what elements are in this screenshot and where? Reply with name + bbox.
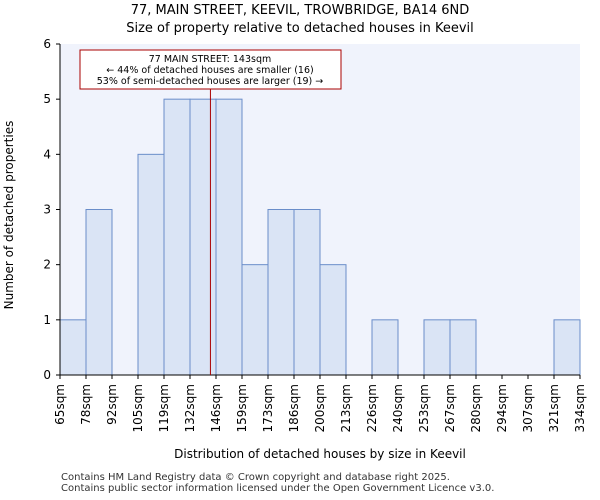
x-tick-label: 294sqm: [495, 384, 509, 432]
bar-226sqm: [371, 319, 399, 376]
x-axis-label: Distribution of detached houses by size …: [174, 447, 466, 461]
x-tick-label: 334sqm: [573, 384, 587, 432]
y-tick-label: 1: [43, 313, 51, 327]
x-tick-label: 226sqm: [365, 384, 379, 432]
x-tick-label: 186sqm: [287, 384, 301, 432]
bar-173sqm: [267, 209, 295, 376]
x-tick-label: 78sqm: [79, 384, 93, 425]
y-tick-label: 6: [43, 37, 51, 51]
chart-subtitle: Size of property relative to detached ho…: [126, 21, 474, 36]
x-tick-label: 280sqm: [469, 384, 483, 432]
x-tick-label: 173sqm: [261, 384, 275, 432]
x-tick-label: 267sqm: [443, 384, 457, 432]
bar-200sqm: [319, 264, 347, 376]
bar-321sqm: [553, 319, 581, 376]
x-tick-label: 253sqm: [417, 384, 431, 432]
bar-146sqm: [215, 98, 243, 376]
x-tick-label: 146sqm: [209, 384, 223, 432]
bar-159sqm: [241, 264, 269, 376]
x-tick-label: 132sqm: [183, 384, 197, 432]
x-tick-label: 92sqm: [105, 384, 119, 425]
x-tick-label: 105sqm: [131, 384, 145, 432]
footer-line-1: Contains HM Land Registry data © Crown c…: [61, 472, 450, 483]
annotation-line-3: 53% of semi-detached houses are larger (…: [97, 76, 324, 87]
bar-186sqm: [293, 209, 321, 376]
annotation-box: [79, 49, 342, 90]
x-tick-label: 119sqm: [157, 384, 171, 432]
y-tick-label: 3: [43, 203, 51, 217]
chart-title: 77, MAIN STREET, KEEVIL, TROWBRIDGE, BA1…: [130, 3, 470, 18]
bar-267sqm: [449, 319, 477, 376]
y-tick-label: 2: [43, 258, 51, 272]
x-tick-label: 65sqm: [53, 384, 67, 425]
y-tick-label: 0: [43, 368, 51, 382]
x-tick-label: 240sqm: [391, 384, 405, 432]
bar-119sqm: [163, 98, 191, 376]
bar-78sqm: [85, 209, 113, 376]
y-tick-label: 4: [43, 147, 51, 161]
x-tick-label: 213sqm: [339, 384, 353, 432]
y-tick-label: 5: [43, 92, 51, 106]
footer: Contains HM Land Registry data © Crown c…: [61, 472, 494, 494]
x-tick-label: 159sqm: [235, 384, 249, 432]
bar-105sqm: [137, 153, 165, 376]
footer-line-2: Contains public sector information licen…: [61, 483, 495, 494]
annotation-line-1: 77 MAIN STREET: 143sqm: [149, 54, 272, 65]
x-tick-label: 321sqm: [547, 384, 561, 432]
y-axis-label: Number of detached properties: [2, 121, 16, 310]
x-tick-label: 307sqm: [521, 384, 535, 432]
x-tick-label: 200sqm: [313, 384, 327, 432]
bar-65sqm: [59, 319, 87, 376]
bar-132sqm: [189, 98, 217, 376]
annotation-line-2: ← 44% of detached houses are smaller (16…: [106, 65, 313, 76]
bar-253sqm: [423, 319, 451, 376]
chart-title-block: 77, MAIN STREET, KEEVIL, TROWBRIDGE, BA1…: [0, 2, 600, 38]
